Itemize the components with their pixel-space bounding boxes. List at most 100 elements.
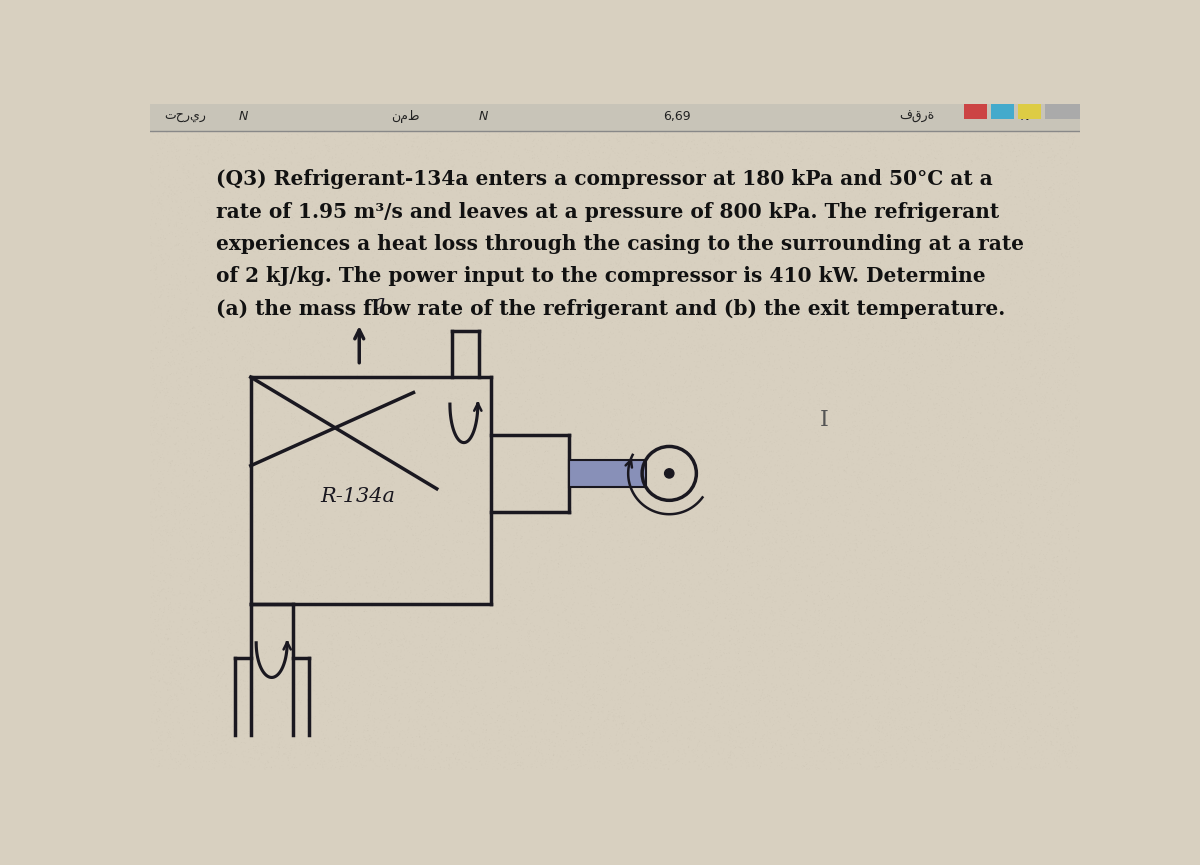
Point: [240, 336, 259, 350]
Point: [877, 313, 896, 327]
Point: [305, 753, 324, 766]
Point: [409, 419, 428, 432]
Point: [282, 357, 301, 371]
Point: [497, 750, 516, 764]
Point: [1060, 313, 1079, 327]
Point: [1022, 673, 1042, 687]
Point: [380, 268, 400, 282]
Point: [751, 694, 770, 708]
Point: [604, 687, 623, 701]
Point: [158, 457, 178, 471]
Point: [580, 121, 599, 135]
Point: [709, 568, 728, 582]
Point: [178, 721, 197, 734]
Point: [221, 538, 240, 552]
Point: [548, 590, 568, 604]
Point: [844, 292, 863, 305]
Point: [362, 448, 382, 462]
Point: [769, 183, 788, 196]
Point: [184, 444, 203, 458]
Point: [338, 741, 358, 755]
Point: [1055, 637, 1074, 650]
Point: [252, 107, 271, 121]
Point: [426, 525, 445, 539]
Point: [199, 737, 218, 751]
Point: [984, 498, 1003, 512]
Point: [1052, 536, 1072, 550]
Point: [290, 531, 310, 545]
Point: [539, 293, 558, 307]
Point: [776, 157, 796, 171]
Point: [1046, 144, 1066, 158]
Point: [270, 123, 289, 137]
Point: [150, 477, 169, 490]
Point: [185, 615, 204, 629]
Point: [1033, 625, 1052, 638]
Point: [924, 423, 943, 437]
Point: [509, 192, 528, 206]
Point: [836, 364, 856, 378]
Point: [608, 702, 628, 716]
Point: [210, 587, 229, 601]
Point: [1028, 408, 1048, 422]
Point: [564, 311, 583, 324]
Point: [887, 163, 906, 176]
Point: [301, 524, 320, 538]
Point: [512, 387, 532, 400]
Point: [292, 452, 311, 465]
Point: [450, 535, 469, 548]
Point: [565, 537, 584, 551]
Point: [1034, 228, 1054, 242]
Point: [647, 671, 666, 685]
Point: [965, 170, 984, 184]
Point: [464, 511, 484, 525]
Point: [254, 176, 274, 190]
Point: [1038, 312, 1057, 326]
Point: [426, 253, 445, 267]
Point: [410, 701, 430, 714]
Point: [977, 329, 996, 343]
Point: [582, 409, 601, 423]
Point: [529, 734, 548, 748]
Point: [1063, 347, 1082, 361]
Point: [794, 192, 814, 206]
Point: [220, 525, 239, 539]
Point: [1018, 274, 1037, 288]
Point: [598, 382, 617, 396]
Point: [352, 669, 371, 682]
Point: [774, 266, 793, 279]
Point: [1066, 473, 1085, 487]
Point: [625, 666, 644, 680]
Point: [198, 432, 217, 445]
Point: [595, 455, 614, 469]
Point: [322, 689, 341, 702]
Point: [928, 136, 947, 150]
Point: [796, 258, 815, 272]
Point: [514, 757, 533, 771]
Point: [248, 439, 268, 452]
Point: [751, 586, 770, 599]
Point: [853, 747, 872, 761]
Point: [730, 151, 749, 164]
Point: [563, 283, 582, 297]
Point: [280, 630, 299, 644]
Point: [599, 445, 618, 458]
Point: [200, 648, 220, 662]
Point: [656, 369, 676, 383]
Point: [970, 129, 989, 143]
Point: [464, 564, 484, 578]
Point: [874, 469, 893, 483]
Point: [908, 262, 928, 276]
Point: [181, 596, 200, 610]
Point: [312, 493, 331, 507]
Point: [1010, 353, 1030, 367]
Point: [568, 644, 587, 657]
Point: [431, 283, 450, 297]
Point: [800, 451, 820, 465]
Point: [383, 275, 402, 289]
Point: [208, 227, 227, 241]
Point: [210, 351, 229, 365]
Point: [926, 195, 946, 208]
Point: [206, 194, 226, 208]
Point: [413, 157, 432, 170]
